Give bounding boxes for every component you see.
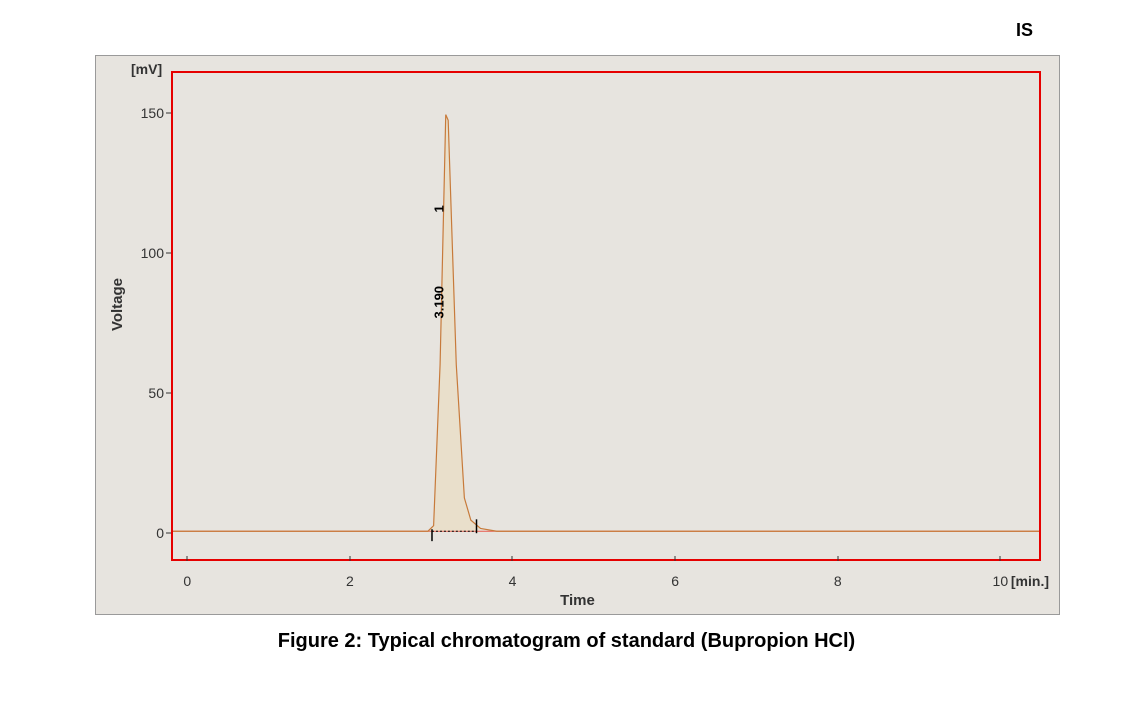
chromatogram-trace: [173, 73, 1039, 559]
x-tick-mark: [1000, 556, 1001, 561]
x-tick-label: 2: [346, 573, 354, 589]
plot-area: 3.190 1: [171, 71, 1041, 561]
y-axis-unit: [mV]: [131, 61, 162, 77]
y-axis-label: Voltage: [109, 278, 126, 331]
y-tick-label: 150: [126, 105, 164, 121]
x-axis-label: Time: [560, 592, 595, 609]
x-tick-label: 4: [509, 573, 517, 589]
x-tick-label: 10: [993, 573, 1009, 589]
x-tick-mark: [349, 556, 350, 561]
x-tick-label: 8: [834, 573, 842, 589]
y-tick-label: 50: [126, 385, 164, 401]
x-axis-unit: [min.]: [1011, 573, 1049, 589]
x-tick-label: 6: [671, 573, 679, 589]
y-tick-label: 100: [126, 245, 164, 261]
x-tick-mark: [675, 556, 676, 561]
top-right-is-label: IS: [1016, 20, 1033, 41]
x-tick-label: 0: [183, 573, 191, 589]
peak-retention-time-label: 3.190: [431, 286, 446, 319]
chromatogram-chart: [mV] 0 50 100 150 Voltage 3.190 1 0 2 4 6 8 10 Ti…: [95, 55, 1060, 615]
x-tick-mark: [187, 556, 188, 561]
x-tick-mark: [512, 556, 513, 561]
x-tick-mark: [837, 556, 838, 561]
figure-caption: Figure 2: Typical chromatogram of standa…: [0, 630, 1133, 653]
peak-number-label: 1: [431, 205, 446, 212]
y-tick-label: 0: [126, 525, 164, 541]
